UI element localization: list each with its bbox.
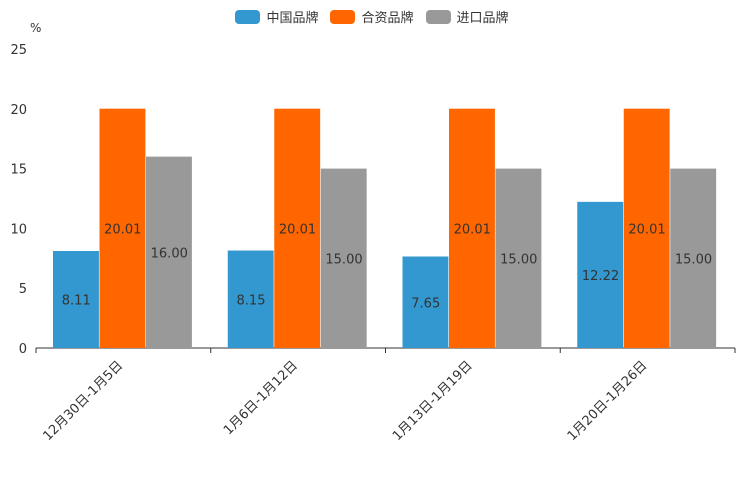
legend-item-china-brand[interactable]: 中国品牌: [235, 7, 318, 26]
legend-label-import-brand: 进口品牌: [456, 11, 509, 26]
y-tick-label: 5: [19, 282, 27, 297]
x-category-label: 1月20日-1月26日: [565, 358, 651, 444]
bar-data-label: 7.65: [411, 296, 440, 311]
bar-import-brand[interactable]: [495, 168, 542, 348]
y-tick-label: 25: [10, 43, 27, 58]
bar-joint-venture-brand[interactable]: [99, 108, 146, 349]
bar-import-brand[interactable]: [146, 156, 192, 348]
legend-label-joint-venture-brand: 合资品牌: [361, 11, 414, 26]
legend-swatch-import-brand: [425, 9, 451, 24]
bar-data-label: 15.00: [675, 252, 712, 267]
bar-data-label: 12.22: [582, 269, 619, 284]
legend-swatch-china-brand: [235, 9, 261, 24]
bar-data-label: 15.00: [325, 252, 362, 267]
bar-data-label: 8.11: [62, 294, 91, 309]
chart-legend: 中国品牌 合资品牌 进口品牌: [0, 7, 744, 26]
bar-data-label: 15.00: [500, 252, 537, 267]
bar-data-label: 20.01: [628, 222, 665, 237]
y-tick-label: 0: [19, 342, 27, 357]
bar-data-label: 20.01: [279, 222, 316, 237]
bar-china-brand[interactable]: [53, 251, 99, 348]
y-tick-label: 15: [10, 163, 27, 178]
x-category-label: 1月13日-1月19日: [390, 358, 476, 444]
bar-joint-venture-brand[interactable]: [274, 108, 321, 349]
bar-data-label: 8.15: [237, 293, 266, 308]
bar-china-brand[interactable]: [577, 201, 624, 348]
x-category-label: 1月6日-1月12日: [221, 358, 301, 438]
legend-swatch-joint-venture-brand: [330, 9, 356, 24]
y-tick-label: 20: [10, 103, 27, 118]
legend-item-import-brand[interactable]: 进口品牌: [425, 7, 509, 26]
bar-china-brand[interactable]: [227, 250, 274, 348]
y-axis-unit-label: %: [30, 21, 42, 35]
bar-china-brand[interactable]: [402, 256, 449, 348]
bar-import-brand[interactable]: [670, 168, 717, 348]
legend-label-china-brand: 中国品牌: [266, 11, 319, 26]
x-category-label: 12月30日-1月5日: [40, 358, 126, 444]
bar-data-label: 16.00: [151, 246, 188, 261]
bar-joint-venture-brand[interactable]: [449, 108, 495, 349]
y-tick-label: 10: [10, 222, 27, 237]
bar-joint-venture-brand[interactable]: [623, 108, 670, 349]
bar-data-label: 20.01: [104, 222, 141, 237]
bar-import-brand[interactable]: [320, 168, 367, 348]
legend-item-joint-venture-brand[interactable]: 合资品牌: [330, 7, 414, 26]
bar-data-label: 20.01: [454, 222, 491, 237]
